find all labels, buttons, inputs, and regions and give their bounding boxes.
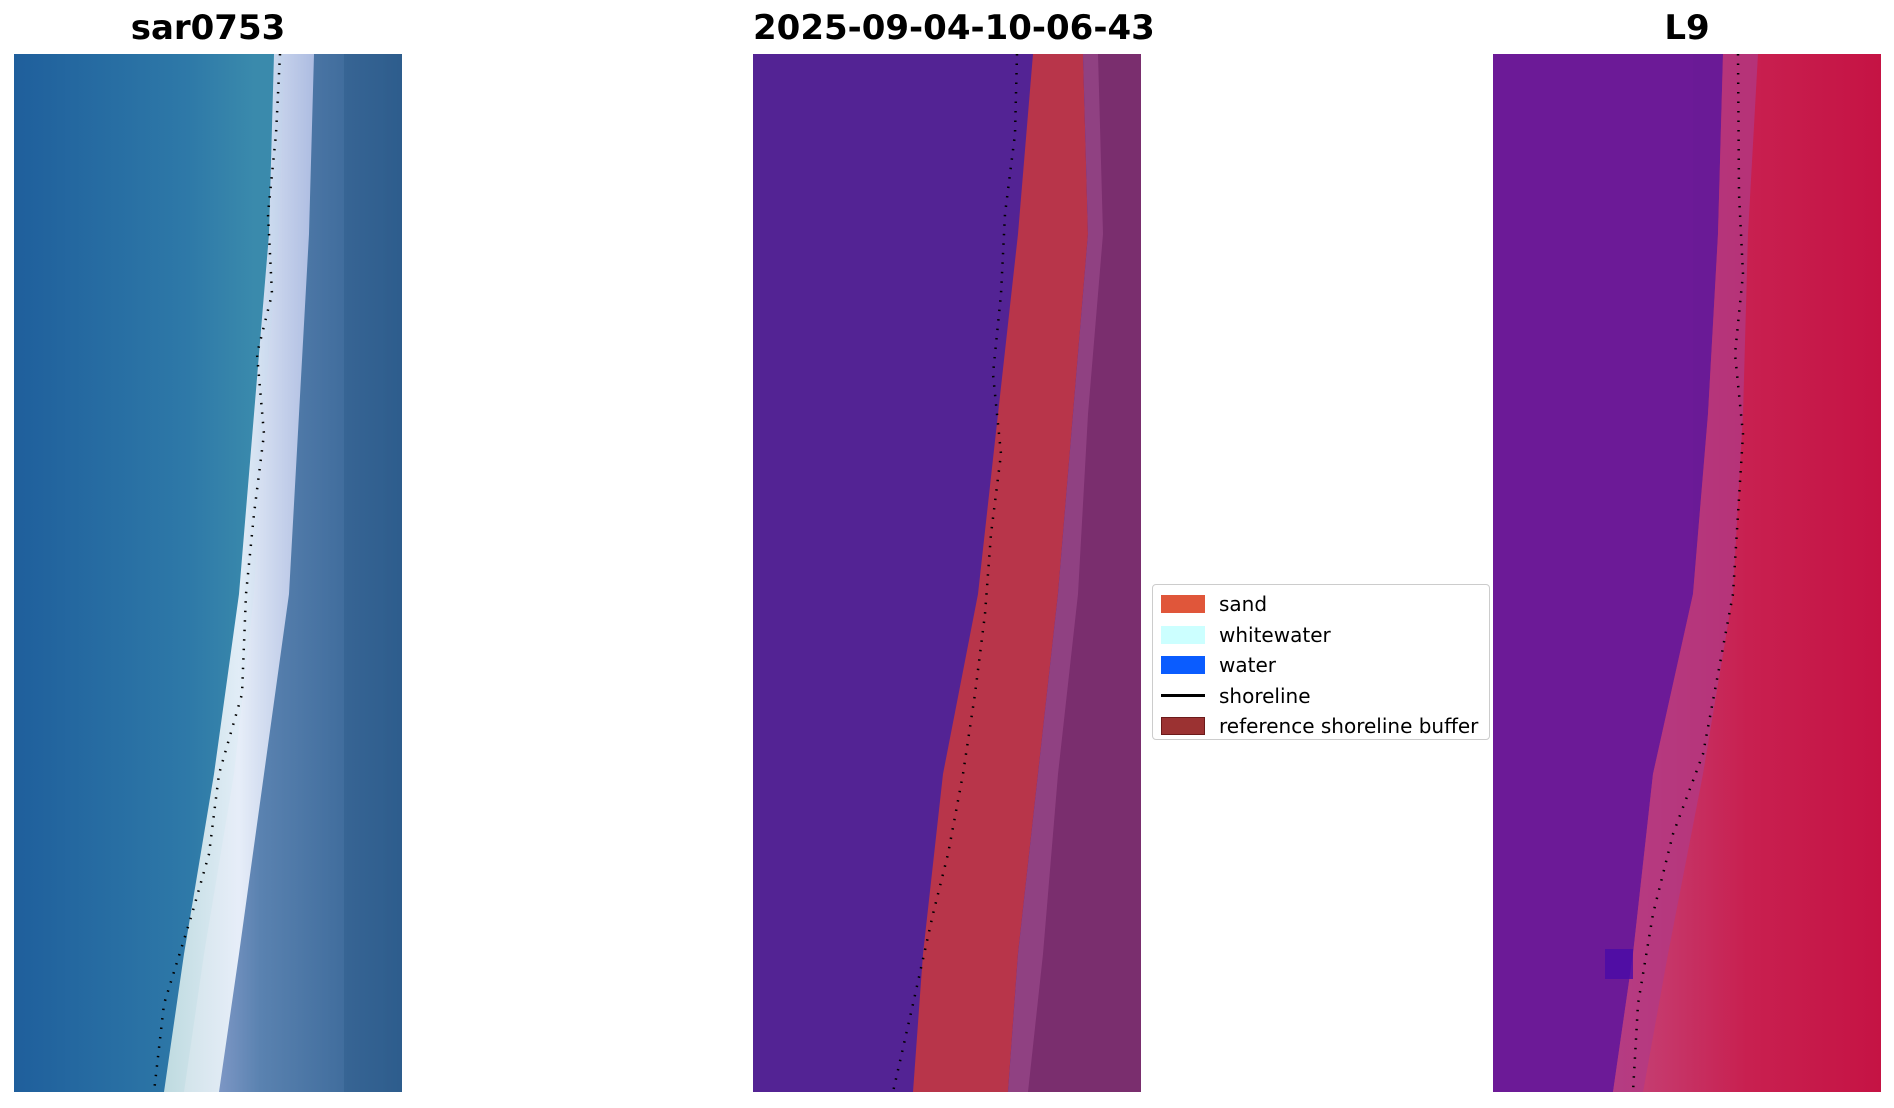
whitewater-swatch — [1161, 625, 1205, 644]
classified-image — [753, 54, 1141, 1092]
sand-region — [913, 54, 1088, 1092]
legend-label-water: water — [1219, 653, 1276, 678]
legend-label-reference-buffer: reference shoreline buffer — [1219, 714, 1479, 739]
shoreline-swatch — [1161, 694, 1205, 698]
shoreline-line — [152, 54, 282, 1092]
classified-image-panel — [753, 54, 1141, 1092]
legend-item-reference-buffer: reference shoreline buffer — [1161, 711, 1481, 742]
legend-label-whitewater: whitewater — [1219, 622, 1331, 647]
legend-item-whitewater: whitewater — [1161, 620, 1481, 651]
legend-item-sand: sand — [1161, 589, 1481, 620]
legend-item-shoreline: shoreline — [1161, 681, 1481, 712]
panel-title-classified: 2025-09-04-10-06-43 — [753, 8, 1155, 48]
sand-swatch — [1161, 595, 1205, 614]
swir-image — [1493, 54, 1881, 1092]
rgb-satellite-image — [14, 54, 402, 1092]
water-swatch — [1161, 656, 1205, 675]
legend-label-sand: sand — [1219, 592, 1268, 617]
legend: sand whitewater water shoreline referenc… — [1152, 584, 1490, 740]
panel-title-swir: L9 — [1664, 8, 1710, 48]
legend-item-water: water — [1161, 650, 1481, 681]
swir-image-panel — [1493, 54, 1881, 1092]
legend-label-shoreline: shoreline — [1219, 683, 1311, 708]
reference-buffer-swatch — [1161, 717, 1205, 736]
rgb-image-panel — [14, 54, 402, 1092]
panel-title-rgb: sar0753 — [130, 8, 286, 48]
